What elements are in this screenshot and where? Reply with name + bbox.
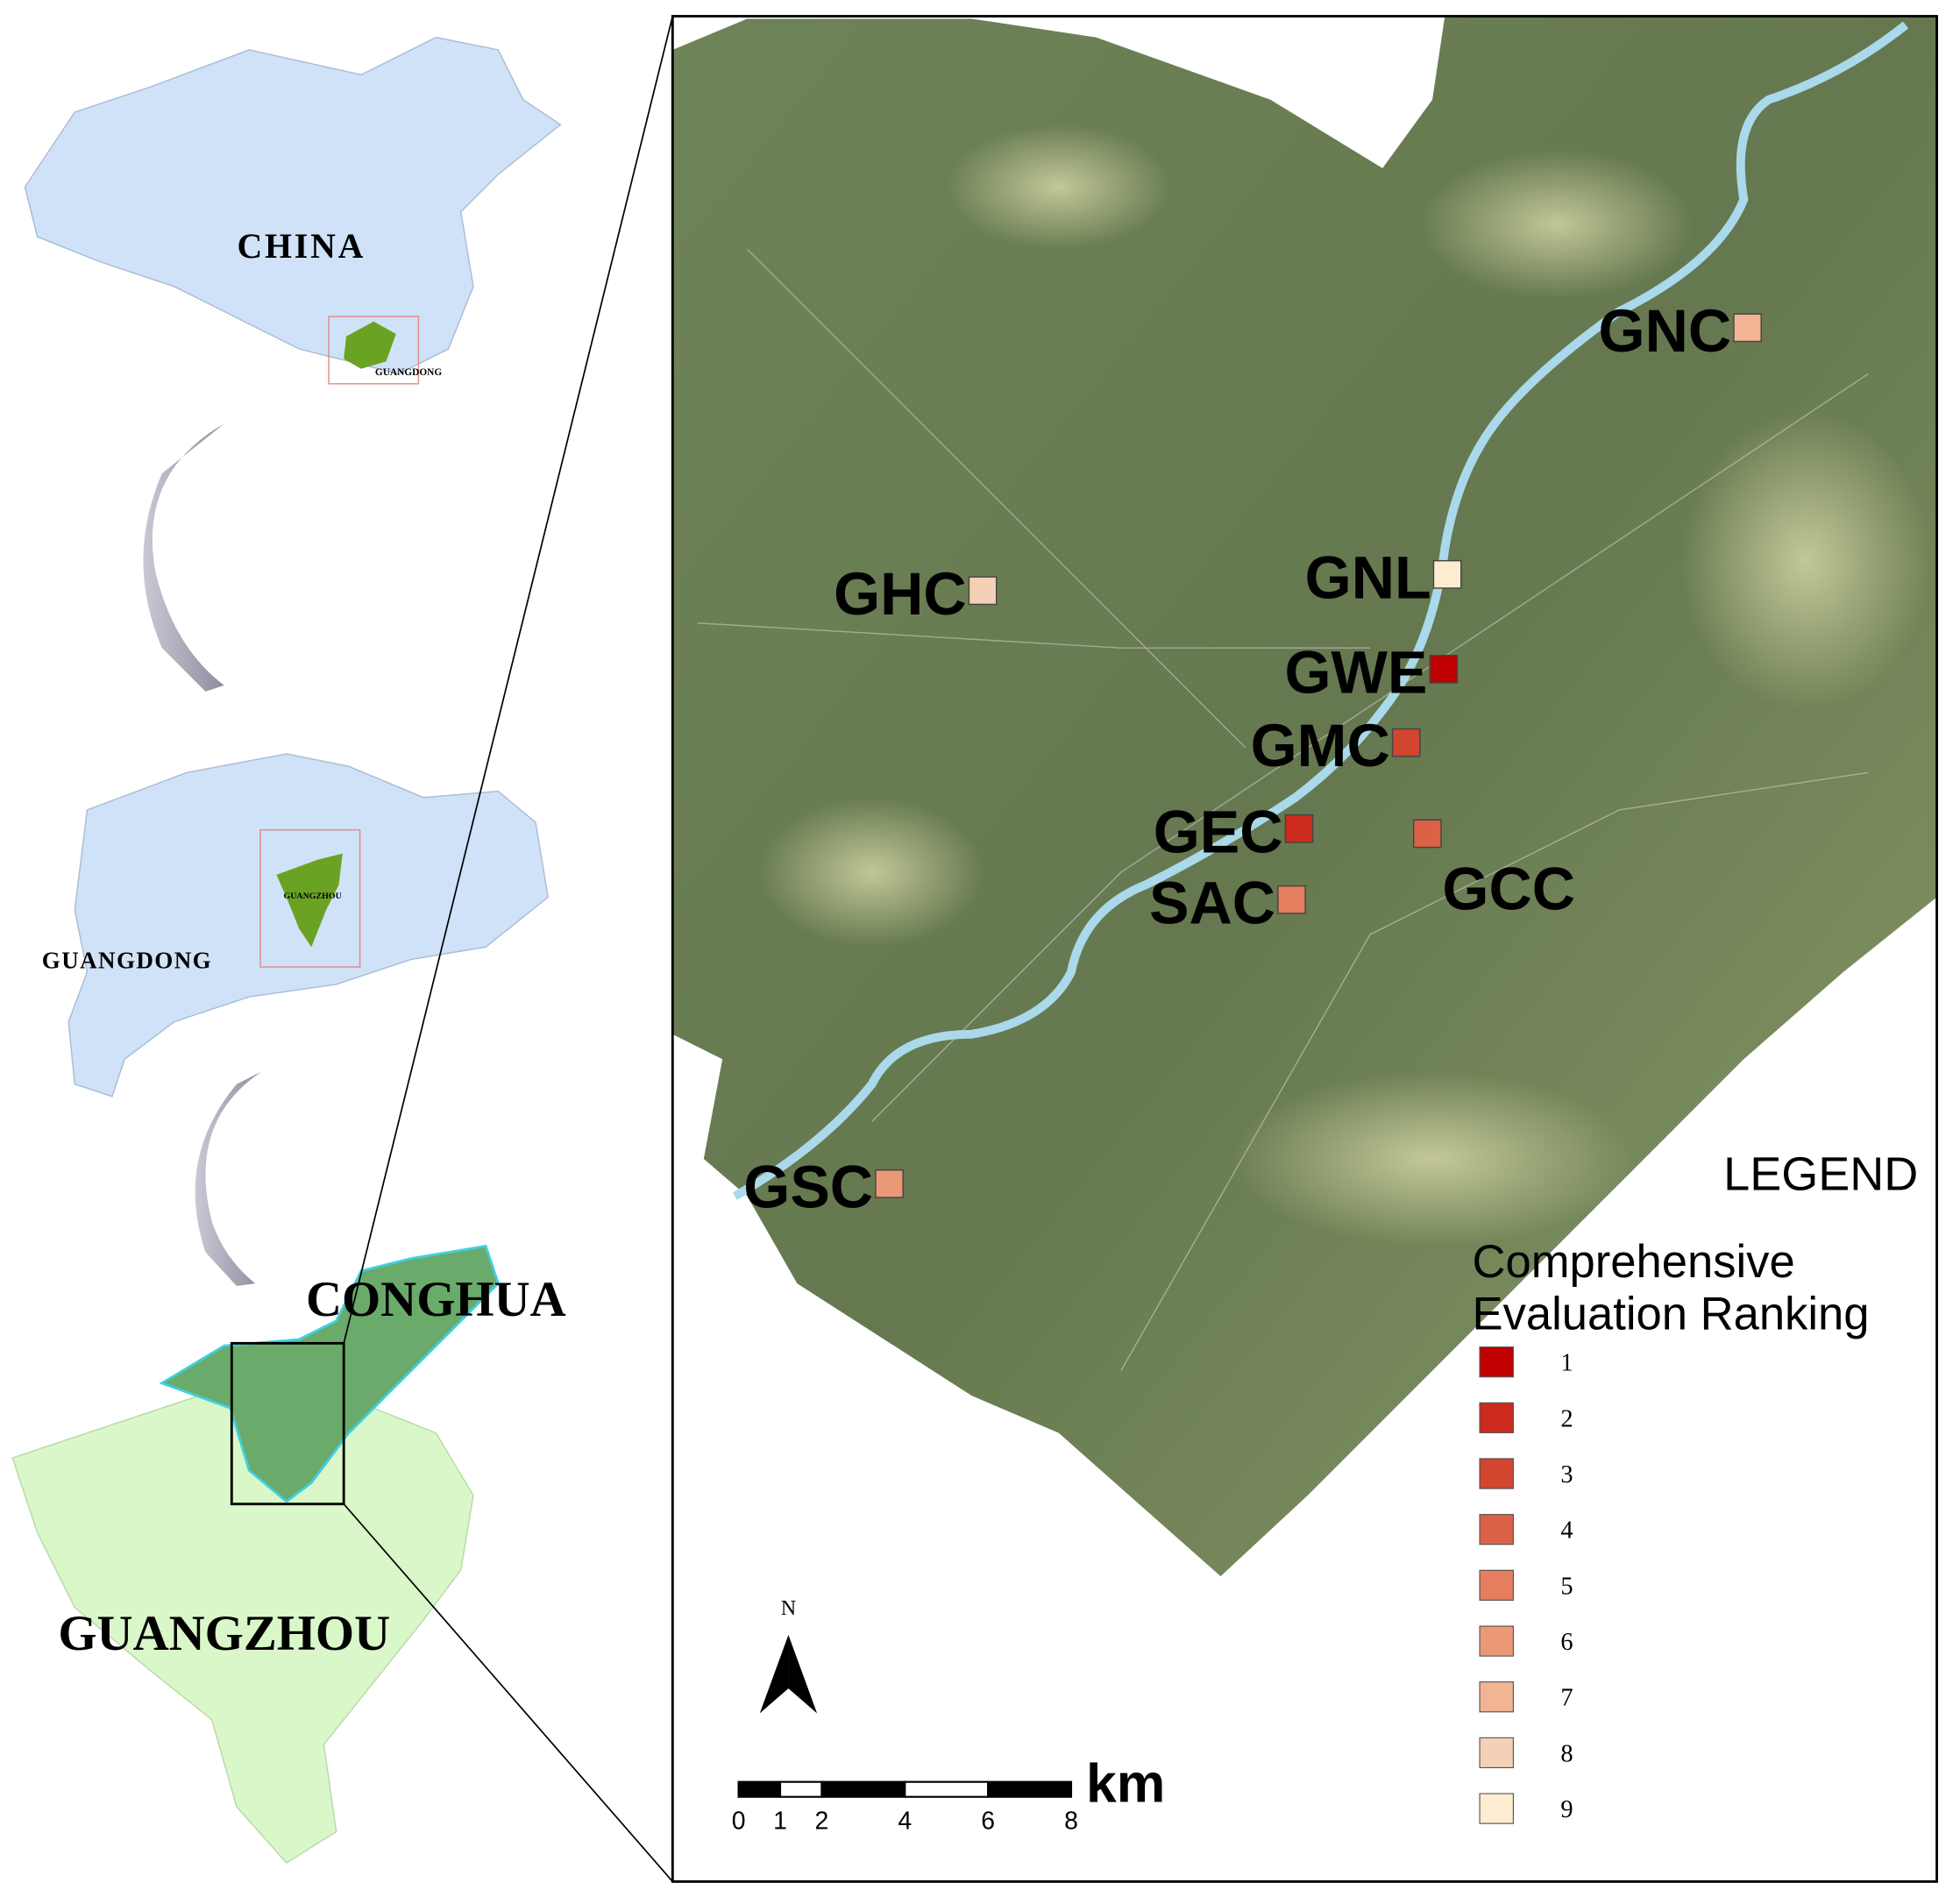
- north-arrow: [788, 1634, 818, 1714]
- guangdong-highlight: [344, 321, 396, 369]
- conghua-shape: [159, 1244, 500, 1503]
- guangzhou-label: GUANGZHOU: [58, 1606, 390, 1661]
- site-label: GNL: [1305, 544, 1431, 611]
- legend-swatch: [1479, 1514, 1514, 1545]
- extent-box: [230, 1341, 345, 1506]
- arrow: [195, 1071, 262, 1286]
- scale-tick-label: 2: [815, 1808, 829, 1836]
- legend-rank: 7: [1560, 1685, 1573, 1712]
- legend-subtitle: Evaluation Ranking: [1473, 1289, 1870, 1340]
- legend-rank: 4: [1560, 1517, 1573, 1545]
- site-marker: [1413, 819, 1442, 849]
- legend-swatch: [1479, 1625, 1514, 1657]
- site-label: SAC: [1149, 870, 1275, 936]
- site-label: GEC: [1154, 799, 1283, 865]
- scale-segment: [737, 1780, 782, 1798]
- legend-rank: 9: [1560, 1796, 1573, 1823]
- scale-segment: [778, 1780, 823, 1798]
- legend-rank: 2: [1560, 1405, 1573, 1432]
- legend-swatch: [1479, 1346, 1514, 1378]
- site-label: GHC: [834, 561, 967, 628]
- site-marker: [1391, 728, 1421, 757]
- site-marker: [1277, 885, 1306, 914]
- scale-segment: [820, 1780, 906, 1798]
- connector-line: [343, 16, 674, 1344]
- conghua-label: CONGHUA: [306, 1272, 566, 1327]
- roads: [697, 248, 1869, 1371]
- legend-swatch: [1479, 1681, 1514, 1713]
- arrow: [143, 423, 224, 692]
- site-label: GWE: [1284, 639, 1427, 706]
- map-frame: [671, 15, 1938, 1883]
- legend-swatch: [1479, 1569, 1514, 1602]
- scale-tick-label: 6: [981, 1808, 995, 1836]
- legend-swatch: [1479, 1458, 1514, 1489]
- hill: [946, 124, 1171, 250]
- legend-rank: 8: [1560, 1740, 1573, 1767]
- site-label: GCC: [1442, 856, 1575, 923]
- legend-swatch: [1479, 1737, 1514, 1769]
- legend-rank: 6: [1560, 1629, 1573, 1656]
- china-label: CHINA: [237, 227, 366, 266]
- guangdong-box: [328, 316, 420, 385]
- sites: GNC GHC GNL GWE GMC GEC GCC SAC GSC: [743, 298, 1762, 1220]
- scale-bar: 0 1 2 4 6 8 km: [732, 1752, 1166, 1835]
- scale-unit: km: [1086, 1752, 1165, 1814]
- legend-title: LEGEND: [1723, 1147, 1918, 1200]
- site-marker: [1432, 559, 1462, 589]
- hill: [759, 797, 984, 948]
- legend-rank: 3: [1560, 1461, 1573, 1488]
- legend-swatch: [1479, 1402, 1514, 1433]
- site-label: GNC: [1599, 298, 1732, 365]
- hill: [1419, 149, 1694, 300]
- scale-segment: [987, 1780, 1073, 1798]
- hill: [1681, 411, 1931, 711]
- guangzhou-box: [259, 828, 361, 968]
- site-marker: [1284, 813, 1314, 843]
- site-marker: [875, 1169, 904, 1198]
- scale-tick-label: 4: [898, 1808, 912, 1836]
- guangzhou-highlight: [276, 853, 343, 948]
- site-label: GSC: [743, 1154, 873, 1220]
- legend-rank: 1: [1560, 1350, 1573, 1377]
- site-marker: [1733, 313, 1762, 343]
- china-shape: [24, 36, 562, 375]
- site-marker: [968, 576, 998, 606]
- scale-tick-label: 8: [1064, 1808, 1078, 1836]
- site-label: GMC: [1251, 713, 1390, 779]
- legend-swatch: [1479, 1793, 1514, 1824]
- hill: [1232, 1071, 1632, 1247]
- guangdong-small-label: GUANGDONG: [375, 367, 443, 378]
- legend-subtitle: Comprehensive: [1473, 1236, 1795, 1288]
- guangzhou-small-label: GUANGZHOU: [284, 892, 342, 901]
- scale-tick-label: 1: [773, 1808, 787, 1836]
- connector-line: [343, 1503, 673, 1882]
- guangdong-label: GUANGDONG: [42, 947, 212, 973]
- legend: 1 2 3 4 5 6 7 8 9: [1479, 1346, 1573, 1824]
- scale-segment: [904, 1780, 990, 1798]
- terrain: [672, 16, 1937, 1577]
- site-marker: [1429, 654, 1459, 684]
- north-arrow: [759, 1634, 789, 1714]
- scale-tick-label: 0: [732, 1808, 746, 1836]
- legend-rank: 5: [1560, 1573, 1573, 1600]
- north-label: N: [781, 1596, 796, 1620]
- river: [732, 21, 1909, 1200]
